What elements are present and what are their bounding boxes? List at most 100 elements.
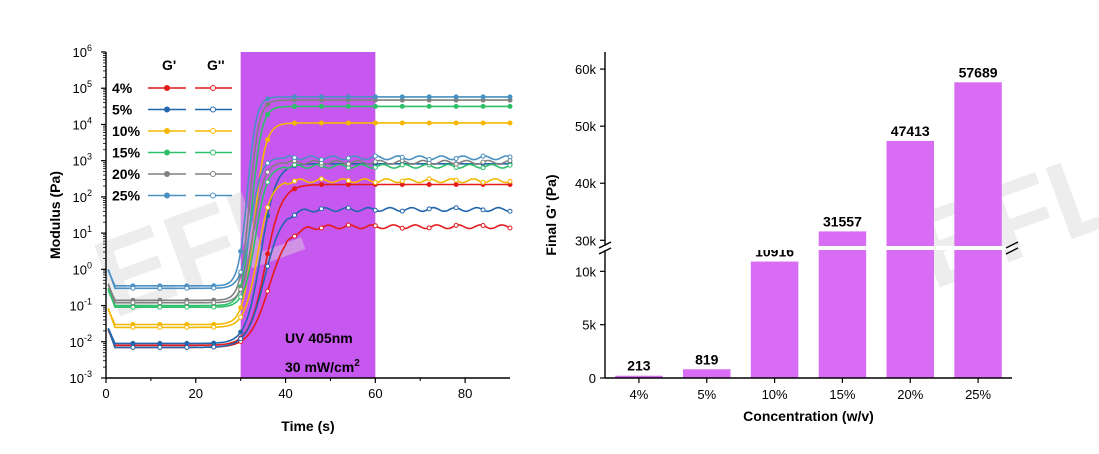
series-5%-marker — [453, 205, 459, 211]
series-25%-marker — [372, 94, 378, 100]
y-tick-label: 101 — [73, 224, 92, 241]
y-tick-label: 10-1 — [70, 297, 92, 314]
axis-break-marker — [598, 241, 612, 249]
legend-label-15%: 15% — [112, 145, 141, 161]
series-15%-marker — [157, 304, 163, 310]
series-15%-marker — [318, 103, 324, 109]
legend-label-25%: 25% — [112, 188, 141, 204]
series-10%-marker — [453, 120, 459, 126]
legend-marker-loss — [210, 106, 216, 113]
series-5%-marker — [130, 340, 136, 346]
series-10%-marker — [292, 178, 298, 184]
series-20%-marker — [157, 300, 163, 306]
series-10%-marker — [130, 324, 136, 330]
series-5%-marker — [426, 206, 432, 212]
y-axis-title: Final G' (Pa) — [543, 174, 559, 255]
series-10%-marker — [399, 120, 405, 126]
series-5%-marker — [238, 336, 244, 342]
series-10%-marker — [238, 314, 244, 320]
series-10%-marker — [292, 120, 298, 126]
y-tick-label: 104 — [73, 115, 92, 132]
series-20%-marker — [480, 159, 486, 165]
y-tick-label: 105 — [73, 79, 92, 96]
series-20%-marker — [130, 300, 136, 306]
series-25%-marker — [318, 94, 324, 100]
x-tick-label: 20 — [189, 386, 203, 401]
series-10%-loss-modulus-line — [107, 178, 511, 329]
series-4%-marker — [265, 288, 271, 294]
series-20%-marker — [265, 101, 271, 107]
series-25%-marker — [184, 285, 190, 291]
series-10%-marker — [507, 120, 513, 126]
series-10%-marker — [157, 324, 163, 330]
x-axis-title: Concentration (w/v) — [743, 408, 874, 424]
series-4%-marker — [426, 225, 432, 231]
series-4%-marker — [399, 225, 405, 231]
legend-marker-storage — [164, 149, 170, 156]
legend-marker-storage — [164, 106, 170, 113]
series-10%-marker — [345, 178, 351, 184]
series-4%-marker — [372, 223, 378, 229]
series-10%-marker — [345, 120, 351, 126]
series-15%-marker — [507, 162, 513, 168]
series-10%-marker — [426, 120, 432, 126]
series-4%-marker — [453, 181, 459, 187]
series-5%-marker — [507, 208, 513, 214]
y-tick-label: 40k — [575, 176, 596, 191]
bar-4% — [615, 375, 663, 378]
y-tick-label: 60k — [575, 62, 596, 77]
series-15%-marker — [345, 103, 351, 109]
series-5%-marker — [211, 344, 217, 350]
y-tick-label: 102 — [73, 188, 92, 205]
axis-break-gap — [606, 246, 1013, 250]
legend-label-10%: 10% — [112, 123, 141, 139]
series-10%-marker — [265, 205, 271, 211]
legend-marker-loss — [210, 171, 216, 177]
series-25%-marker — [292, 94, 298, 100]
series-5%-marker — [318, 206, 324, 212]
bar-25% — [954, 82, 1002, 378]
y-tick-label: 50k — [575, 119, 596, 134]
series-25%-marker — [130, 285, 136, 291]
series-5%-loss-modulus-line — [107, 206, 510, 349]
series-25%-marker — [399, 154, 405, 160]
series-5%-marker — [238, 329, 244, 335]
series-20%-marker — [345, 161, 351, 167]
series-10%-marker — [507, 178, 513, 184]
series-4%-marker — [292, 233, 298, 239]
series-5%-marker — [157, 344, 163, 350]
series-10%-marker — [318, 176, 324, 182]
series-15%-marker — [399, 103, 405, 109]
x-tick-label: 20% — [897, 387, 923, 402]
series-15%-marker — [507, 103, 513, 109]
series-15%-marker — [292, 103, 298, 109]
series-4%-marker — [345, 181, 351, 187]
series-5%-marker — [292, 212, 298, 218]
series-4%-marker — [480, 222, 486, 228]
bar-value-label: 31557 — [823, 213, 862, 229]
series-15%-marker — [453, 103, 459, 109]
series-10%-storage-modulus-line — [107, 122, 510, 326]
bar-value-label: 819 — [695, 351, 719, 367]
series-10%-marker — [372, 179, 378, 185]
series-10%-marker — [399, 178, 405, 184]
series-15%-marker — [130, 304, 136, 310]
series-15%-marker — [372, 164, 378, 170]
series-10%-marker — [480, 120, 486, 126]
series-25%-marker — [372, 153, 378, 159]
series-25%-marker — [265, 160, 271, 166]
series-25%-storage-modulus-line — [107, 96, 510, 287]
series-15%-marker — [265, 112, 271, 118]
series-15%-storage-modulus-line — [107, 105, 510, 307]
series-4%-marker — [507, 225, 513, 231]
legend-marker-loss — [210, 192, 216, 199]
x-tick-label: 4% — [630, 387, 649, 402]
series-4%-marker — [426, 181, 432, 187]
legend-header-storage: G' — [162, 57, 176, 73]
series-5%-marker — [184, 340, 190, 346]
x-tick-label: 0 — [102, 386, 109, 401]
final-modulus-bar-chart: EFL2134%8195%1091610%3155715%4741320%576… — [543, 52, 1099, 424]
series-5%-marker — [184, 344, 190, 350]
series-25%-marker — [507, 94, 513, 100]
axis-break-marker — [1005, 241, 1019, 249]
